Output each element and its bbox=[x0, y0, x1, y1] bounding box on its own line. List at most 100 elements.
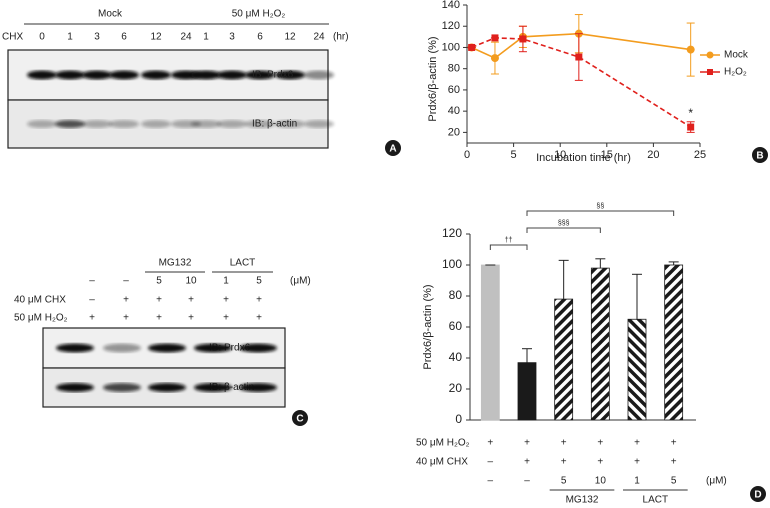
cell: + bbox=[256, 313, 262, 324]
group-label: LACT bbox=[643, 495, 669, 506]
row-label: CHX bbox=[2, 32, 23, 43]
y-axis-label: Prdx6/β-actin (%) bbox=[427, 36, 439, 121]
dose-label: 5 bbox=[561, 476, 567, 487]
group-label: Mock bbox=[98, 9, 123, 20]
bar bbox=[664, 264, 684, 421]
bar bbox=[554, 298, 574, 421]
y-tick-label: 120 bbox=[442, 226, 462, 240]
cell: + bbox=[123, 295, 129, 306]
cell: + bbox=[524, 438, 530, 449]
panel-badge bbox=[752, 147, 768, 163]
legend-marker bbox=[707, 69, 713, 75]
blot-band bbox=[191, 70, 221, 80]
row-label: 50 μM H₂O₂ bbox=[416, 438, 470, 449]
blot-band bbox=[56, 383, 94, 392]
cell: + bbox=[123, 313, 129, 324]
point bbox=[490, 54, 499, 63]
blot-band bbox=[141, 70, 171, 80]
cell: + bbox=[188, 313, 194, 324]
panel-label: A bbox=[389, 144, 396, 155]
row-label: 40 μM CHX bbox=[14, 295, 66, 306]
y-tick-label: 40 bbox=[448, 105, 460, 117]
y-tick-label: 120 bbox=[442, 20, 460, 32]
point bbox=[687, 123, 695, 131]
lane-label: 3 bbox=[229, 32, 235, 43]
blot-band bbox=[109, 70, 139, 80]
blot-band bbox=[275, 70, 305, 80]
blot-band bbox=[217, 70, 247, 80]
blot-band bbox=[239, 383, 277, 392]
bar bbox=[480, 264, 500, 421]
dose-label: 1 bbox=[223, 276, 229, 287]
band-label: IB: β-actin bbox=[252, 119, 297, 130]
point bbox=[575, 53, 583, 61]
bracket bbox=[526, 210, 675, 216]
lane-label: 6 bbox=[257, 32, 263, 43]
x-tick-label: 10 bbox=[554, 149, 566, 161]
dose-label: 10 bbox=[595, 476, 607, 487]
point bbox=[468, 43, 476, 51]
cell: + bbox=[156, 295, 162, 306]
blot-band bbox=[27, 120, 57, 128]
y-tick-label: 0 bbox=[455, 412, 462, 426]
y-tick-label: 60 bbox=[448, 84, 460, 96]
cell: + bbox=[487, 438, 493, 449]
panel-badge bbox=[385, 140, 401, 156]
blot-band bbox=[55, 120, 85, 128]
lane-label: 1 bbox=[67, 32, 73, 43]
y-tick-label: 140 bbox=[442, 0, 460, 11]
blot-band bbox=[245, 70, 275, 80]
blot-band bbox=[55, 70, 85, 80]
row-label: 40 μM CHX bbox=[416, 457, 468, 468]
bracket bbox=[489, 244, 528, 250]
lane-label: 0 bbox=[39, 32, 45, 43]
cell: + bbox=[597, 457, 603, 468]
y-tick-label: 80 bbox=[449, 288, 463, 302]
blot-band bbox=[27, 70, 57, 80]
lane-label: 3 bbox=[94, 32, 100, 43]
panel-label: B bbox=[756, 151, 763, 162]
blot-band bbox=[82, 120, 112, 128]
legend-label: H₂O₂ bbox=[724, 67, 747, 78]
blot-band bbox=[141, 120, 171, 128]
bracket-label: §§§ bbox=[558, 220, 570, 227]
legend-marker bbox=[706, 51, 714, 59]
unit-label: (μM) bbox=[706, 476, 727, 487]
blot-band bbox=[304, 70, 334, 80]
group-label: 50 μM H₂O₂ bbox=[232, 9, 286, 20]
panel-label: C bbox=[296, 414, 303, 425]
cell: + bbox=[671, 457, 677, 468]
cell: + bbox=[561, 457, 567, 468]
x-tick-label: 20 bbox=[647, 149, 659, 161]
dose-label: – bbox=[524, 476, 530, 487]
cell: + bbox=[634, 457, 640, 468]
y-tick-label: 40 bbox=[449, 350, 463, 364]
row-label: 50 μM H₂O₂ bbox=[14, 313, 68, 324]
cell: + bbox=[597, 438, 603, 449]
y-tick-label: 100 bbox=[442, 41, 460, 53]
cell: + bbox=[634, 438, 640, 449]
bracket-label: †† bbox=[505, 237, 513, 244]
lane-label: 24 bbox=[313, 32, 325, 43]
panel-badge bbox=[292, 410, 308, 426]
point bbox=[686, 45, 695, 54]
cell: + bbox=[256, 295, 262, 306]
x-tick-label: 5 bbox=[511, 149, 517, 161]
cell: + bbox=[561, 438, 567, 449]
dose-label: 5 bbox=[256, 276, 262, 287]
cell: + bbox=[223, 295, 229, 306]
group-label: MG132 bbox=[159, 258, 192, 269]
y-tick-label: 60 bbox=[449, 319, 463, 333]
group-label: MG132 bbox=[566, 495, 599, 506]
x-tick-label: 15 bbox=[601, 149, 613, 161]
y-tick-label: 100 bbox=[442, 257, 462, 271]
blot-band bbox=[245, 120, 275, 128]
cell: + bbox=[524, 457, 530, 468]
lane-label: 12 bbox=[284, 32, 296, 43]
blot-band bbox=[191, 120, 221, 128]
y-tick-label: 20 bbox=[449, 381, 463, 395]
panel-badge bbox=[750, 486, 766, 502]
cell: + bbox=[671, 438, 677, 449]
x-axis-label: Incubation time (hr) bbox=[536, 152, 631, 164]
